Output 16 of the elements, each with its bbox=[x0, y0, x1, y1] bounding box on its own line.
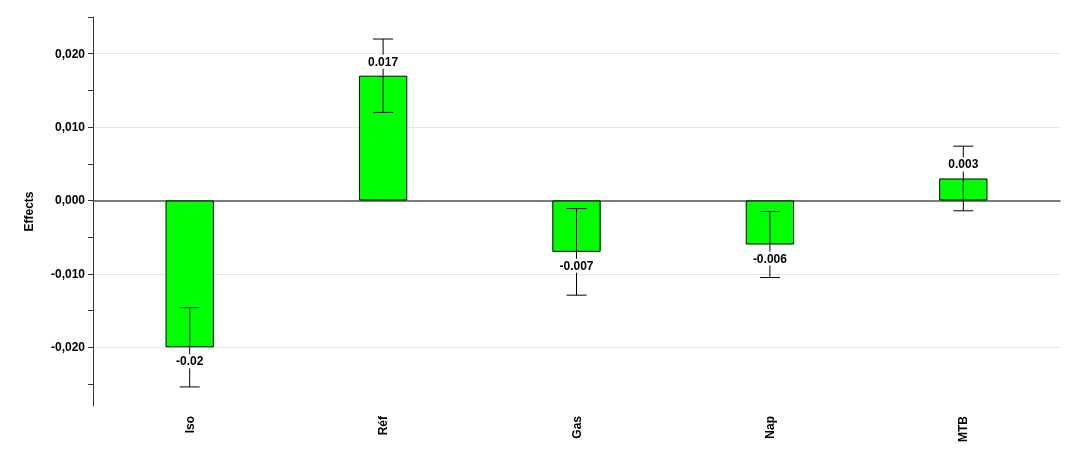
y-tick-label: -0,020 bbox=[50, 340, 86, 355]
x-tick-label: Nap bbox=[762, 416, 777, 439]
data-label: -0.007 bbox=[559, 258, 594, 273]
y-axis-title: Effects bbox=[22, 191, 36, 232]
x-tick-label: Iso bbox=[182, 416, 197, 434]
x-tick-label: Gas bbox=[569, 415, 584, 439]
data-label: -0.02 bbox=[176, 354, 204, 369]
y-tick-label: 0,010 bbox=[54, 120, 86, 135]
x-tick-label: Réf bbox=[376, 415, 391, 436]
y-tick-label: -0,010 bbox=[50, 266, 86, 281]
data-label: 0.017 bbox=[368, 54, 399, 69]
y-tick-label: 0,020 bbox=[54, 46, 86, 61]
y-tick-label: 0,000 bbox=[54, 193, 86, 208]
data-label: 0.003 bbox=[948, 157, 979, 172]
data-label: -0.006 bbox=[752, 251, 788, 266]
x-tick-label: MTB bbox=[956, 415, 971, 442]
